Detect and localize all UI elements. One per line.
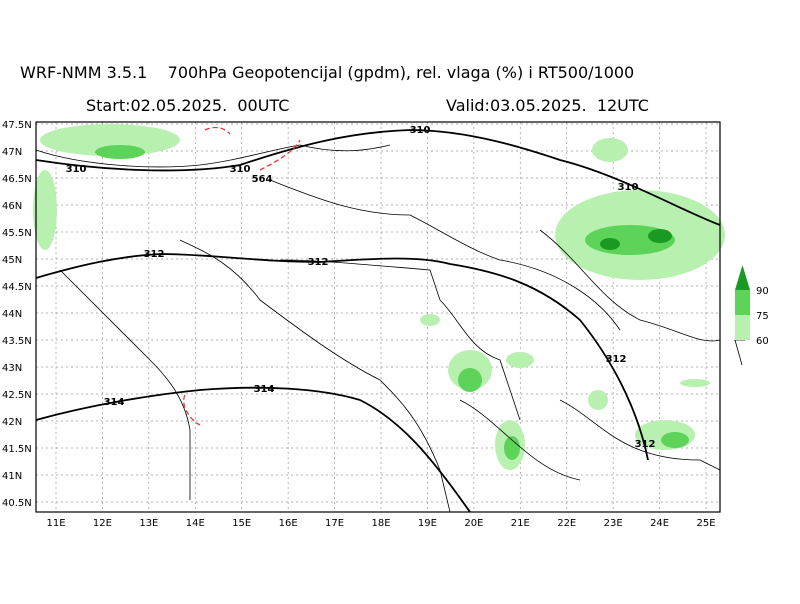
contour-label: 314 <box>104 397 125 408</box>
contour-label: 312 <box>308 257 329 268</box>
lon-label: 14E <box>186 518 205 529</box>
lon-label: 22E <box>557 518 576 529</box>
contour-label: 310 <box>66 164 87 175</box>
lon-label: 18E <box>371 518 390 529</box>
lat-label: 44N <box>2 309 22 320</box>
valid-time: Valid:03.05.2025. 12UTC <box>446 96 649 115</box>
lat-label: 42N <box>2 417 22 428</box>
contour-label: 312 <box>635 439 656 450</box>
contour-label: 310 <box>230 164 251 175</box>
title: WRF-NMM 3.5.1 700hPa Geopotencijal (gpdm… <box>20 63 634 82</box>
legend: 90 75 60 <box>734 265 769 366</box>
lon-label: 25E <box>696 518 715 529</box>
contour-label: 314 <box>254 384 275 395</box>
axes: 47.5N 47N 46.5N 46N 45.5N 45N 44.5N 44N 43.5N 43N… <box>2 120 716 529</box>
lat-label: 41.5N <box>2 444 32 455</box>
lat-label: 40.5N <box>2 498 32 509</box>
humidity-areas <box>33 124 725 470</box>
lon-label: 20E <box>464 518 483 529</box>
lat-label: 44.5N <box>2 282 32 293</box>
lat-label: 46.5N <box>2 174 32 185</box>
lon-label: 24E <box>650 518 669 529</box>
contour-label: 312 <box>606 354 627 365</box>
legend-label: 60 <box>756 336 769 347</box>
lat-label: 45N <box>2 255 22 266</box>
lat-label: 47N <box>2 147 22 158</box>
lon-label: 15E <box>232 518 251 529</box>
lon-label: 21E <box>511 518 530 529</box>
contour-label: 310 <box>410 125 431 136</box>
lon-label: 12E <box>93 518 112 529</box>
legend-label: 90 <box>756 286 769 297</box>
contour-label: 310 <box>618 182 639 193</box>
grid <box>36 122 720 512</box>
map-frame <box>35 121 721 513</box>
legend-label: 75 <box>756 311 769 322</box>
lat-label: 46N <box>2 201 22 212</box>
lon-label: 17E <box>325 518 344 529</box>
contour-label: 564 <box>252 174 273 185</box>
lon-label: 23E <box>604 518 623 529</box>
contour-labels: 310 310 310 310 312 312 312 312 314 314 564 <box>66 125 656 450</box>
lat-label: 43N <box>2 363 22 374</box>
lon-label: 11E <box>46 518 65 529</box>
lat-label: 42.5N <box>2 390 32 401</box>
lon-label: 13E <box>139 518 158 529</box>
lon-label: 19E <box>418 518 437 529</box>
start-time: Start:02.05.2025. 00UTC <box>86 96 289 115</box>
lon-label: 16E <box>279 518 298 529</box>
lat-label: 47.5N <box>2 120 32 131</box>
lat-label: 41N <box>2 471 22 482</box>
contours <box>35 126 721 513</box>
boundaries <box>35 144 721 513</box>
lat-label: 43.5N <box>2 336 32 347</box>
contour-label: 312 <box>144 249 165 260</box>
lat-label: 45.5N <box>2 228 32 239</box>
